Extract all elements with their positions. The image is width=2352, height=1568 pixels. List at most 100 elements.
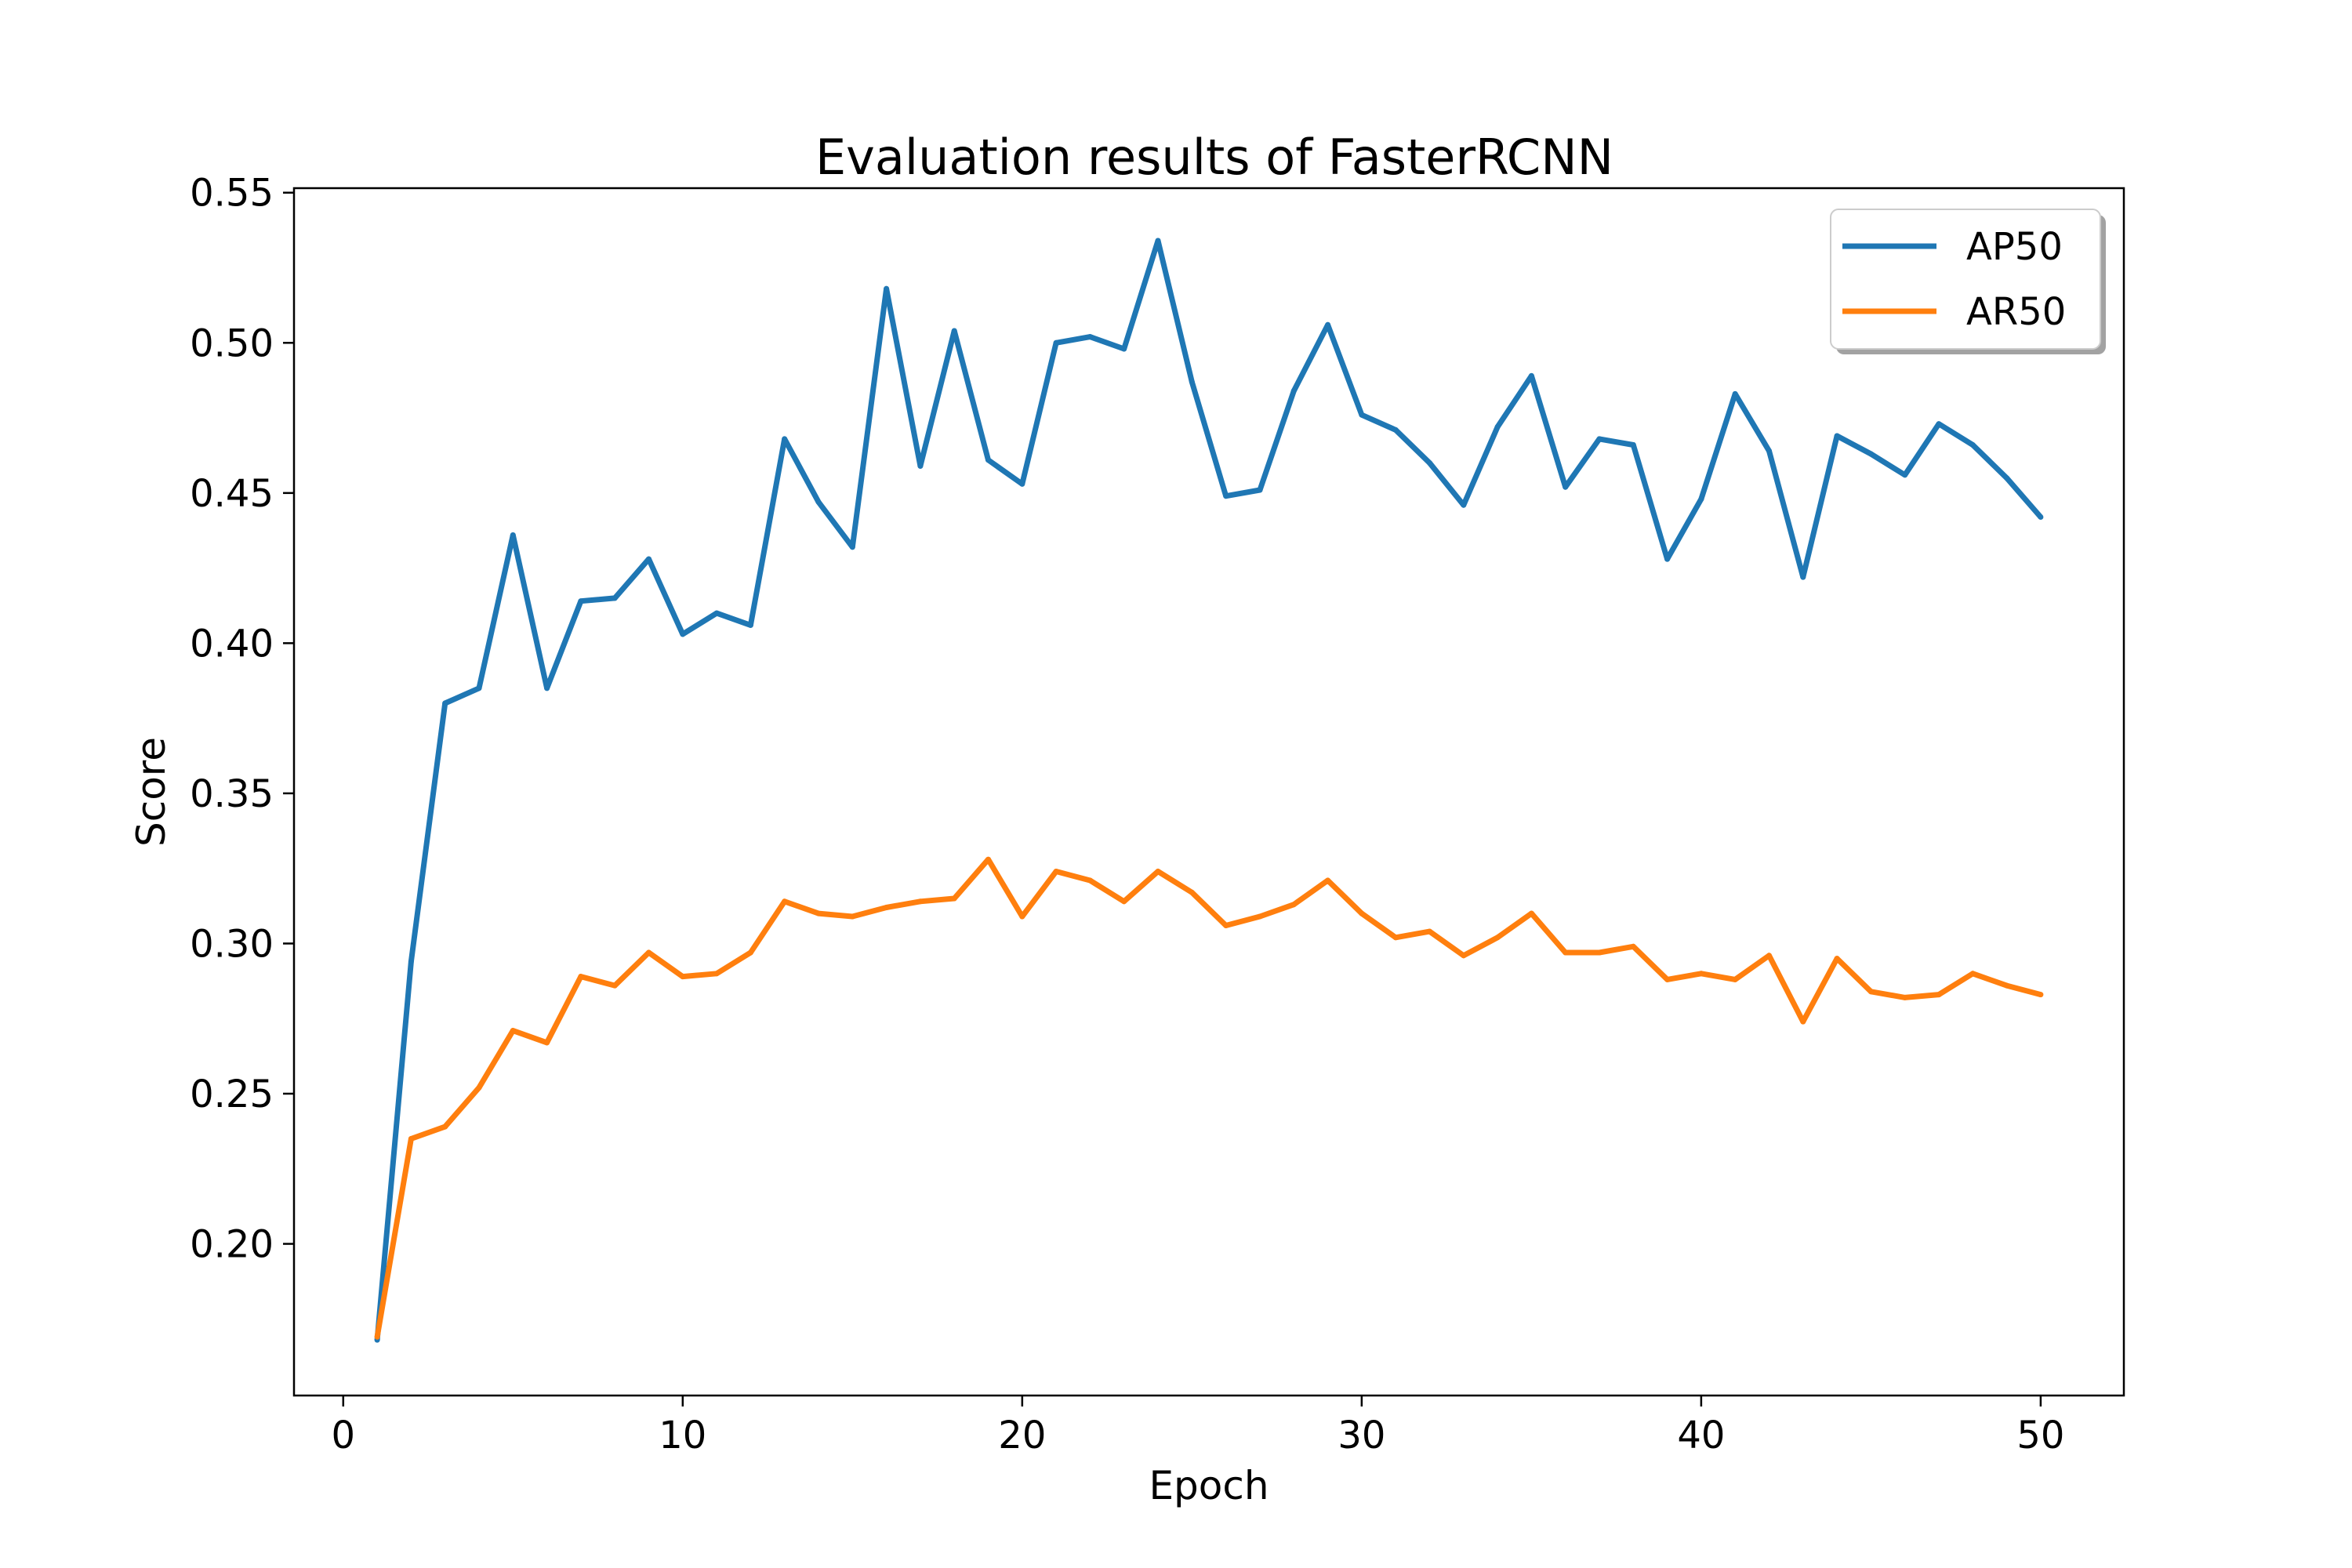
legend-label-ap50: AP50 [1966, 225, 2063, 269]
data-point-ar50 [1800, 1018, 1806, 1025]
data-point-ar50 [1732, 976, 1738, 982]
data-point-ap50 [1563, 484, 1569, 490]
data-point-ar50 [849, 913, 855, 920]
data-point-ar50 [1223, 923, 1229, 928]
legend-label-ar50: AR50 [1966, 290, 2066, 334]
data-point-ar50 [1155, 869, 1161, 874]
data-point-ar50 [1461, 953, 1467, 959]
data-point-ar50 [747, 949, 753, 956]
y-tick-label: 0.35 [190, 772, 274, 816]
x-tick-label: 20 [998, 1414, 1046, 1457]
x-axis-ticks: 0 10 20 30 40 50 [332, 1396, 2064, 1457]
x-tick-label: 40 [1677, 1414, 1725, 1457]
data-point-ap50 [985, 457, 991, 463]
data-point-ar50 [1936, 992, 1942, 998]
data-point-ap50 [1732, 390, 1738, 397]
data-point-ap50 [1427, 460, 1432, 466]
data-point-ar50 [1766, 953, 1772, 959]
data-point-ap50 [1019, 481, 1025, 487]
x-tick-label: 0 [332, 1414, 356, 1457]
data-point-ap50 [1528, 372, 1534, 379]
data-point-ap50 [1596, 436, 1602, 442]
data-point-ar50 [1427, 928, 1432, 935]
data-point-ap50 [2004, 475, 2010, 481]
data-point-ap50 [1664, 556, 1671, 562]
series-line-ar50 [374, 856, 2042, 1338]
data-point-ar50 [951, 895, 957, 902]
data-point-ap50 [1800, 574, 1806, 580]
data-point-ap50 [1087, 334, 1093, 340]
data-point-ap50 [1155, 238, 1161, 244]
y-tick-label: 0.40 [190, 622, 274, 666]
y-tick-label: 0.50 [190, 321, 274, 365]
data-point-ar50 [1630, 943, 1636, 949]
data-point-ar50 [1392, 935, 1399, 941]
data-point-ap50 [578, 598, 584, 604]
data-point-ar50 [1189, 889, 1195, 895]
data-point-ar50 [1121, 898, 1127, 905]
data-point-ar50 [1019, 913, 1025, 920]
y-axis-label: Score [129, 737, 174, 847]
data-point-ap50 [2038, 514, 2044, 520]
data-point-ar50 [917, 898, 924, 905]
data-point-ar50 [476, 1084, 482, 1091]
data-point-ap50 [1392, 426, 1399, 433]
data-point-ar50 [1563, 949, 1569, 956]
data-point-ar50 [408, 1136, 414, 1142]
data-point-ar50 [1698, 971, 1704, 977]
data-point-ap50 [1053, 339, 1059, 346]
data-point-ar50 [1359, 910, 1365, 916]
data-point-ap50 [815, 499, 822, 505]
data-point-ar50 [1087, 877, 1093, 884]
data-point-ap50 [1290, 388, 1297, 394]
data-point-ap50 [1969, 442, 1976, 448]
data-point-ap50 [782, 436, 788, 442]
data-point-ar50 [2004, 982, 2010, 989]
data-point-ar50 [1290, 902, 1297, 908]
series-group [374, 238, 2044, 1343]
y-tick-label: 0.25 [190, 1073, 274, 1116]
data-point-ap50 [544, 685, 550, 691]
data-point-ap50 [849, 544, 855, 550]
data-point-ap50 [951, 328, 957, 334]
data-point-ar50 [1257, 913, 1263, 920]
data-point-ap50 [917, 463, 924, 469]
data-point-ar50 [374, 1334, 380, 1340]
data-point-ar50 [1902, 994, 1908, 1000]
data-point-ap50 [1698, 496, 1704, 502]
y-tick-label: 0.30 [190, 922, 274, 966]
data-point-ar50 [713, 971, 720, 977]
data-point-ap50 [1359, 412, 1365, 418]
data-point-ar50 [815, 910, 822, 916]
data-point-ar50 [782, 898, 788, 905]
series-line-ap50 [374, 238, 2043, 1341]
data-point-ar50 [1664, 976, 1671, 982]
data-point-ap50 [1257, 487, 1263, 493]
data-point-ap50 [646, 556, 652, 562]
data-point-ap50 [1189, 379, 1195, 385]
data-point-ar50 [884, 905, 890, 910]
plot-frame [292, 187, 2125, 1397]
x-tick-label: 30 [1338, 1414, 1385, 1457]
data-point-ar50 [1325, 877, 1331, 884]
data-point-ap50 [476, 685, 482, 691]
data-point-ar50 [1834, 956, 1840, 962]
data-point-ar50 [1494, 935, 1501, 941]
data-point-ap50 [510, 532, 516, 538]
data-point-ar50 [442, 1123, 448, 1130]
data-point-ar50 [510, 1028, 516, 1034]
data-point-ar50 [612, 982, 618, 989]
data-point-ar50 [646, 949, 652, 956]
data-point-ap50 [680, 631, 686, 637]
chart-title: Evaluation results of FasterRCNN [815, 129, 1613, 186]
data-point-ar50 [578, 974, 584, 980]
data-point-ap50 [612, 595, 618, 601]
legend: AP50 AR50 [1830, 209, 2106, 354]
data-point-ap50 [442, 700, 448, 706]
data-point-ar50 [544, 1040, 550, 1046]
data-point-ap50 [1461, 502, 1467, 508]
data-point-ap50 [1867, 451, 1874, 457]
data-point-ap50 [1630, 442, 1636, 448]
data-point-ap50 [1766, 448, 1772, 454]
